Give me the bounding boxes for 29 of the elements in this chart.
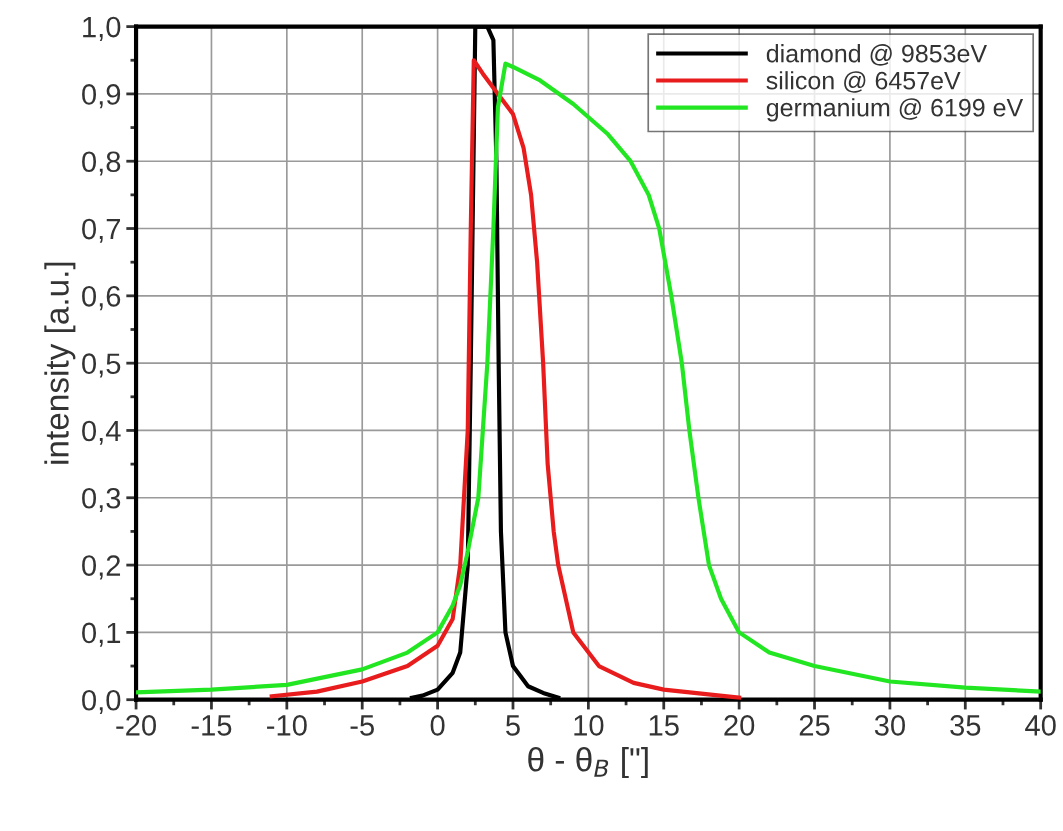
x-tick-label: 20: [724, 715, 755, 736]
y-tick-label: 0,8: [82, 151, 121, 176]
x-tick-label: 30: [874, 715, 905, 736]
y-tick-label: 0,1: [82, 622, 121, 647]
x-tick-label: 5: [506, 715, 520, 736]
y-tick-label: 0,7: [82, 218, 121, 243]
x-tick-label: -15: [191, 715, 232, 736]
y-tick-label: 0,9: [82, 84, 121, 109]
legend-label: germanium @ 6199 eV: [766, 98, 1024, 122]
x-axis-title: θ - θ$_{B}$ ["]: [528, 747, 648, 779]
x-tick-label: -5: [350, 715, 374, 736]
x-tick-label: 40: [1025, 715, 1056, 736]
y-tick-label: 0,4: [82, 420, 121, 445]
y-tick-label: 0,6: [82, 286, 121, 311]
legend-label: silicon @ 6457eV: [766, 71, 961, 93]
y-tick-label: 0,2: [82, 555, 121, 580]
x-tick-label: 15: [649, 715, 679, 736]
x-tick-label: 35: [950, 715, 981, 736]
x-tick-label: 0: [430, 715, 445, 736]
x-tick-label: 25: [799, 715, 830, 736]
x-tick-label: 10: [574, 715, 604, 736]
y-tick-label: 1,0: [83, 16, 121, 41]
y-tick-label: 0,3: [82, 487, 121, 513]
x-tick-label: -20: [116, 715, 156, 736]
y-tick-label: 0,0: [82, 689, 121, 714]
x-tick-label: -10: [267, 715, 307, 736]
legend-label: diamond @ 9853eV: [766, 44, 987, 66]
y-axis-title: intensity [a.u.]: [44, 262, 76, 464]
y-tick-label: 0,5: [82, 353, 121, 378]
